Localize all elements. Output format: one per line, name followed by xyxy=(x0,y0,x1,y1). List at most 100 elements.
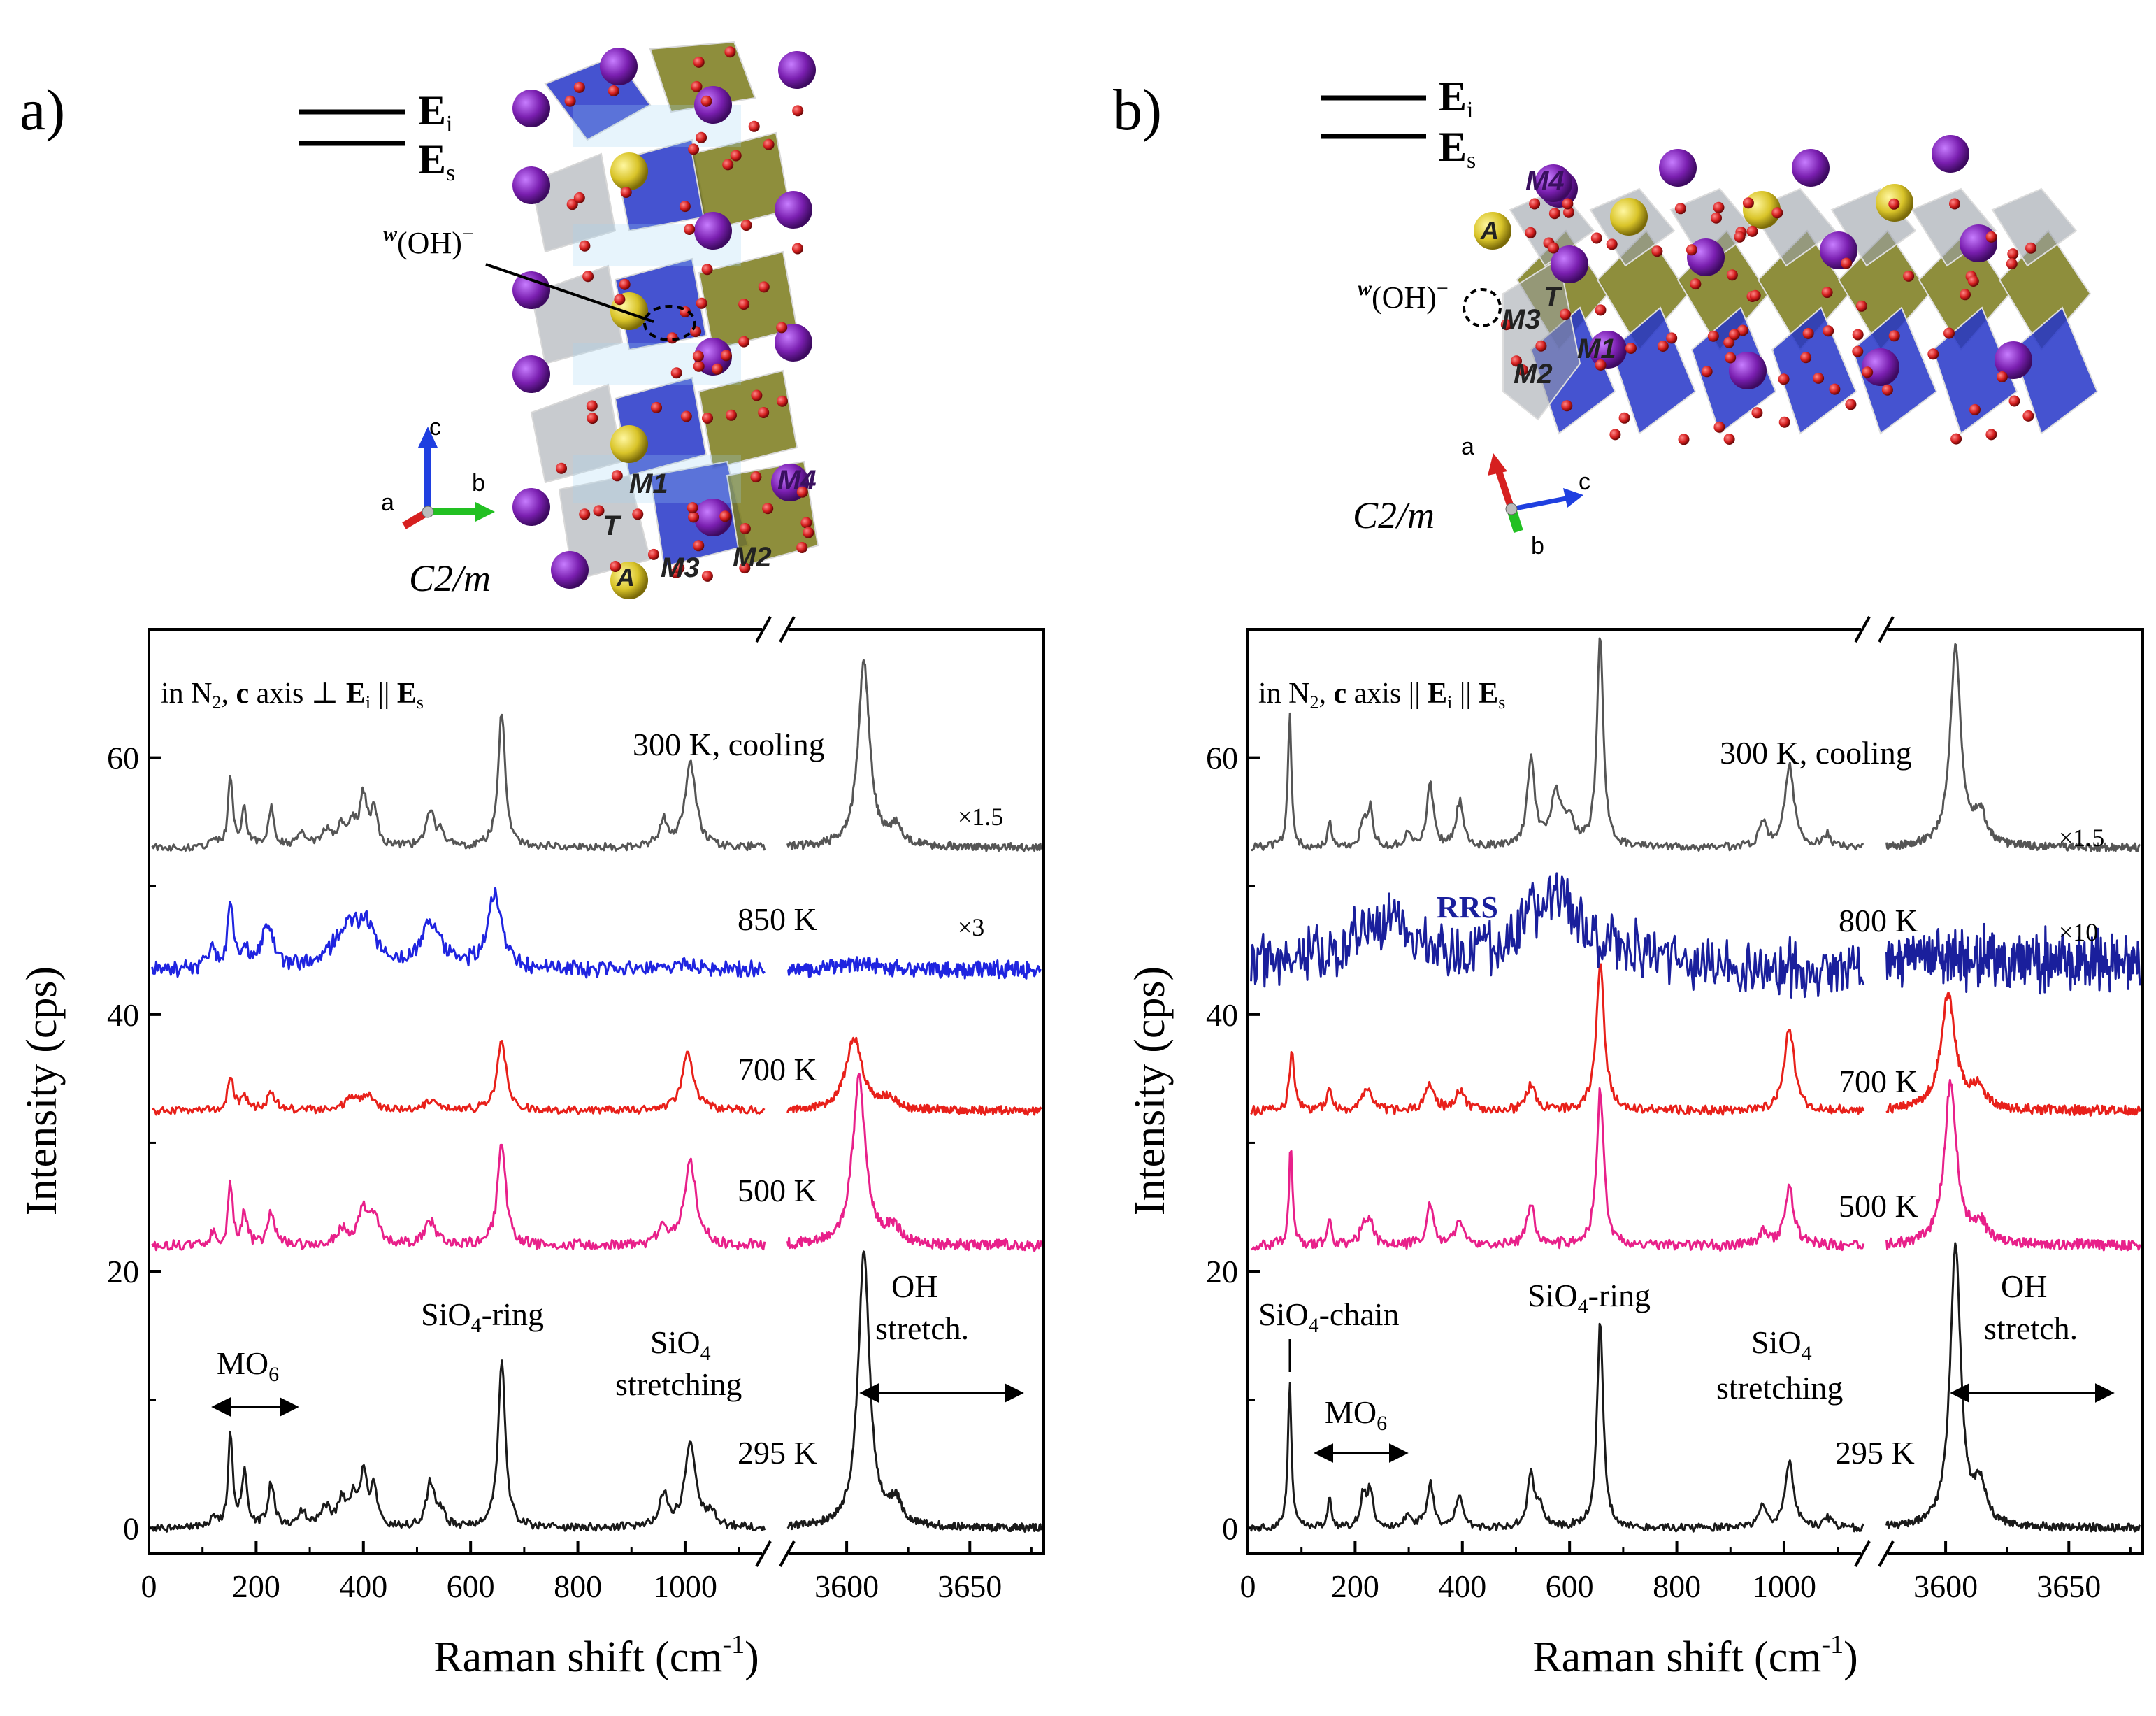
crystal-a-atom-o xyxy=(688,143,700,155)
svg-text:w(OH)−: w(OH)− xyxy=(383,222,474,260)
series-a-500-k-left xyxy=(151,1143,766,1252)
chart-b-ylabel: Intensity (cps) xyxy=(1126,966,1174,1215)
crystal-b-atom-o xyxy=(1943,327,1955,339)
crystal-b-atom-o xyxy=(1606,238,1618,250)
series-b-300-k-cooling-right xyxy=(1885,643,2141,852)
ann-b-stretch1-sub: 4 xyxy=(1802,1342,1812,1365)
crystal-a-atom-o xyxy=(696,131,707,143)
crystal-b-atom-o xyxy=(1749,289,1761,301)
ann-a-oh1: OH xyxy=(891,1268,937,1304)
crystal-b-atom-o xyxy=(1841,257,1853,269)
crystal-a-atom-o xyxy=(684,224,696,235)
ann-a-ring: SiO xyxy=(421,1296,471,1332)
crystal-a-atom-o xyxy=(690,326,702,338)
chart-a-xlabel-sup: -1 xyxy=(722,1630,745,1659)
crystal-b-atom-o xyxy=(1548,242,1559,254)
curve-label-a-700k: 700 K xyxy=(738,1052,817,1087)
svg-text:Es: Es xyxy=(1439,124,1476,173)
chart-b-xlabel-main: Raman shift (cm xyxy=(1532,1633,1821,1681)
crystal-a-atom-o xyxy=(679,201,691,213)
crystal-a-atom-o xyxy=(751,389,763,401)
crystal-a-atom-m4 xyxy=(694,212,732,250)
xtick-label-a-3600: 3600 xyxy=(814,1568,879,1604)
panel-a-polarization-legend: Ei Es xyxy=(299,87,455,186)
crystal-a-atom-o xyxy=(701,264,713,276)
site-M3-a: M3 xyxy=(661,552,700,583)
crystal-b-atom-o xyxy=(1657,341,1669,352)
axis-b-label: b xyxy=(472,470,485,496)
chart-a-title-par: || xyxy=(371,678,397,710)
crystal-b-polyhedron xyxy=(1911,187,1997,267)
svg-text:in N2, c axis || Ei || Es: in N2, c axis || Ei || Es xyxy=(1258,678,1505,713)
ann-a-stretch1-sub: 4 xyxy=(700,1342,711,1365)
site-M3-b: M3 xyxy=(1502,304,1541,335)
chart-b-title-e2sub: s xyxy=(1498,692,1505,713)
scale-label-b-x10: ×10 xyxy=(2059,918,2098,946)
svg-text:SiO4-chain: SiO4-chain xyxy=(1258,1296,1400,1337)
curve-label-b-300k: 300 K, cooling xyxy=(1720,735,1912,771)
ann-b-stretch1: SiO xyxy=(1751,1324,1802,1360)
crystal-b-atom-m4 xyxy=(1932,135,1969,173)
ann-a-ring-rest: -ring xyxy=(482,1296,544,1332)
site-A-a: A xyxy=(616,563,635,592)
crystal-b-atom-o xyxy=(1590,232,1602,244)
series-a-300-k-cooling-left xyxy=(151,713,766,852)
crystal-b-atom-o xyxy=(1881,384,1893,396)
ann-a-mo6: MO xyxy=(217,1345,268,1381)
axis-c-label: c xyxy=(429,414,441,441)
crystal-b-atom-o xyxy=(2007,248,2019,260)
crystal-a-atom-m4 xyxy=(694,86,732,124)
crystal-b-atom-o xyxy=(1666,332,1678,344)
crystal-a-atom-o xyxy=(692,350,704,362)
chart-a-title-comma: , xyxy=(222,678,236,710)
chart-a-xlabel-close: ) xyxy=(745,1633,759,1681)
crystal-b-atom-o xyxy=(1723,336,1735,348)
xtick-label-b-200: 200 xyxy=(1331,1568,1379,1604)
oh-sup-w: w xyxy=(383,222,398,245)
xtick-label-a-1000: 1000 xyxy=(653,1568,717,1604)
oh-sup-w-b: w xyxy=(1358,277,1372,300)
rrs-label: RRS xyxy=(1437,890,1498,924)
crystal-b-atom-o xyxy=(1888,198,1900,210)
ytick-label-b-0: 0 xyxy=(1222,1510,1238,1546)
svg-text:MO6: MO6 xyxy=(1325,1394,1387,1435)
scale-label-a-x1-5: ×1.5 xyxy=(958,803,1003,831)
crystal-a-atom-m4 xyxy=(512,166,550,204)
crystal-b-atom-o xyxy=(1845,399,1857,410)
crystal-a-atom-o xyxy=(701,570,713,582)
crystal-a-atom-m4 xyxy=(512,271,550,309)
crystal-a-atom-o xyxy=(611,470,623,482)
crystal-a-atom-o xyxy=(688,511,700,523)
ytick-label-a-40: 40 xyxy=(107,997,139,1033)
series-b-500-k-left xyxy=(1251,1087,1865,1252)
svg-text:SiO4-ring: SiO4-ring xyxy=(421,1296,544,1337)
chart-b-xlabel-sup: -1 xyxy=(1821,1630,1844,1659)
crystal-a-atom-m4 xyxy=(512,488,550,526)
ytick-label-b-20: 20 xyxy=(1206,1254,1238,1289)
crystal-b-atom-o xyxy=(1500,319,1512,331)
crystal-b-atom-o xyxy=(1746,225,1758,237)
crystal-a-atom-o xyxy=(579,240,591,252)
crystal-b-atom-o xyxy=(1771,207,1783,219)
crystal-a-atom-o xyxy=(726,409,737,421)
oh-sup-minus: − xyxy=(462,222,474,245)
xtick-label-a-200: 200 xyxy=(232,1568,280,1604)
crystal-b-atom-o xyxy=(1535,340,1547,352)
crystal-a-atom-o xyxy=(738,299,750,310)
ytick-label-a-60: 60 xyxy=(107,741,139,776)
crystal-a-atom-m4 xyxy=(512,355,550,393)
chart-a-title-e1sub: i xyxy=(366,692,371,713)
xtick-label-a-400: 400 xyxy=(339,1568,387,1604)
chart-a-xlabel-main: Raman shift (cm xyxy=(433,1633,722,1681)
crystal-a-atom-o xyxy=(687,502,698,514)
site-M2-a: M2 xyxy=(733,542,772,573)
xtick-label-b-600: 600 xyxy=(1546,1568,1594,1604)
chart-a-title-e1: E xyxy=(346,678,366,710)
curve-label-b-500k: 500 K xyxy=(1839,1188,1918,1224)
ann-b-oh2: stretch. xyxy=(1984,1310,2078,1346)
crystal-b-atom-o xyxy=(1950,433,1962,445)
crystal-a-atom-o xyxy=(587,413,598,424)
crystal-a-atom-o xyxy=(700,95,712,107)
crystal-a-atom-m4 xyxy=(778,51,816,89)
crystal-a-atom-o xyxy=(803,527,814,538)
